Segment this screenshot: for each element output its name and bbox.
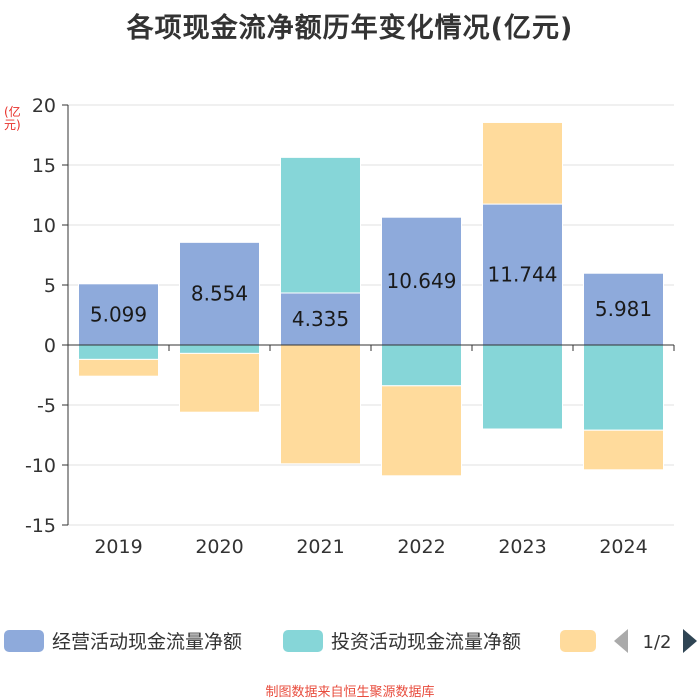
investing-bar bbox=[482, 344, 563, 430]
legend-swatch-operating[interactable] bbox=[4, 630, 44, 652]
financing-bar bbox=[78, 358, 159, 377]
operating-bar bbox=[179, 241, 260, 346]
y-axis-unit: (亿元) bbox=[4, 105, 21, 132]
data-label: 8.554 bbox=[191, 282, 248, 306]
financing-bar bbox=[482, 121, 563, 205]
axes: 20 15 10 5 0 -5 -10 -15 2019 2020 2021 2022 2023 2024 bbox=[25, 95, 675, 558]
investing-bar bbox=[381, 344, 462, 387]
data-label: 5.981 bbox=[595, 297, 652, 321]
legend-label-investing[interactable]: 投资活动现金流量净额 bbox=[331, 631, 521, 653]
y-tick-label: 15 bbox=[32, 155, 56, 177]
operating-bar bbox=[381, 216, 462, 346]
y-tick-label: -15 bbox=[25, 515, 56, 537]
financing-bar bbox=[583, 429, 664, 471]
financing-bar bbox=[280, 344, 361, 465]
legend-swatch-investing[interactable] bbox=[283, 630, 323, 652]
x-tick-label: 2022 bbox=[397, 536, 445, 558]
legend: 经营活动现金流量净额 投资活动现金流量净额 1/2 bbox=[4, 629, 697, 653]
investing-bar bbox=[78, 344, 159, 360]
chart-title: 各项现金流净额历年变化情况(亿元) bbox=[126, 13, 574, 44]
legend-label-operating[interactable]: 经营活动现金流量净额 bbox=[52, 631, 242, 653]
operating-bar bbox=[482, 203, 563, 346]
y-tick-label: 20 bbox=[32, 95, 56, 117]
financing-bar bbox=[381, 385, 462, 477]
x-tick-label: 2019 bbox=[94, 536, 142, 558]
legend-page-indicator: 1/2 bbox=[643, 632, 672, 653]
x-tick-label: 2024 bbox=[599, 536, 647, 558]
y-tick-label: 10 bbox=[32, 215, 56, 237]
y-tick-label: -5 bbox=[37, 395, 56, 417]
investing-bar bbox=[179, 344, 260, 354]
bars bbox=[78, 121, 664, 477]
data-label: 5.099 bbox=[90, 302, 147, 326]
operating-bar bbox=[78, 283, 159, 346]
legend-next-page-icon[interactable] bbox=[683, 629, 697, 653]
operating-bar bbox=[583, 272, 664, 346]
legend-prev-page-icon[interactable] bbox=[614, 629, 628, 653]
investing-bar bbox=[583, 344, 664, 431]
data-labels: 5.099 8.554 4.335 10.649 11.744 5.981 bbox=[90, 263, 652, 331]
data-label: 4.335 bbox=[292, 307, 349, 331]
legend-swatch-financing[interactable] bbox=[560, 630, 596, 652]
source-note: 制图数据来自恒生聚源数据库 bbox=[265, 685, 435, 700]
y-tick-label: 5 bbox=[44, 275, 56, 297]
financing-bar bbox=[179, 352, 260, 413]
x-tick-label: 2021 bbox=[296, 536, 344, 558]
data-label: 10.649 bbox=[387, 269, 457, 293]
y-tick-label: -10 bbox=[25, 455, 56, 477]
y-tick-label: 0 bbox=[44, 335, 56, 357]
grid-lines bbox=[68, 104, 674, 526]
x-tick-label: 2023 bbox=[498, 536, 546, 558]
data-label: 11.744 bbox=[488, 263, 558, 287]
x-tick-label: 2020 bbox=[195, 536, 243, 558]
investing-bar bbox=[280, 156, 361, 294]
